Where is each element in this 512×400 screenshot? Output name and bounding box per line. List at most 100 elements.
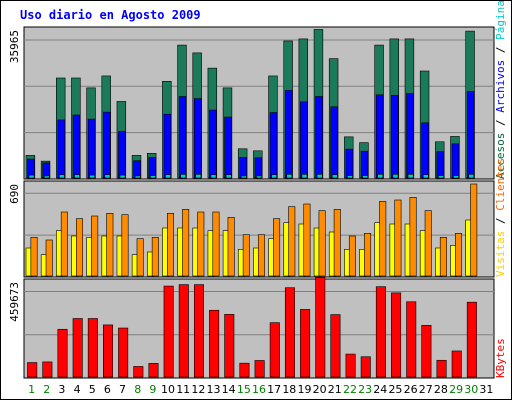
- bar-archivos-day-24: [375, 94, 384, 179]
- bar-páginas-day-4: [74, 174, 80, 179]
- bar-clientes-day-24: [379, 201, 387, 277]
- bar-páginas-day-1: [28, 174, 35, 179]
- bar-páginas-day-16: [256, 175, 262, 179]
- bar-páginas-day-12: [195, 173, 202, 179]
- bar-kbytes-day-3: [57, 328, 68, 378]
- bar-archivos-day-18: [284, 90, 293, 179]
- bar-clientes-day-28: [439, 237, 447, 277]
- bar-páginas-day-8: [134, 175, 141, 179]
- bar-kbytes-day-2: [42, 361, 53, 378]
- bar-clientes-day-19: [303, 203, 311, 277]
- bar-clientes-day-14: [227, 217, 235, 277]
- legend-item: Páginas: [494, 0, 507, 40]
- bar-archivos-day-14: [224, 116, 232, 179]
- bar-archivos-day-9: [148, 157, 157, 179]
- day-label: 22: [343, 383, 357, 396]
- bar-archivos-day-13: [209, 109, 217, 179]
- bar-páginas-day-24: [377, 173, 384, 179]
- bar-clientes-day-16: [257, 234, 265, 277]
- legend-separator: /: [494, 40, 507, 60]
- bar-kbytes-day-25: [391, 292, 402, 378]
- bar-kbytes-day-30: [466, 301, 477, 378]
- bar-archivos-day-27: [421, 122, 429, 179]
- bar-páginas-day-19: [301, 173, 308, 179]
- bar-páginas-day-18: [286, 173, 293, 179]
- bar-clientes-day-26: [409, 197, 417, 277]
- bar-archivos-day-7: [118, 131, 126, 179]
- day-label: 31: [479, 383, 493, 396]
- legend-bottom: KBytes: [494, 338, 507, 378]
- panel-top: 35965 Accesos / Archivos / Páginas: [8, 0, 507, 180]
- bar-archivos-day-15: [239, 157, 248, 179]
- day-label: 23: [358, 383, 372, 396]
- bar-kbytes-day-19: [300, 309, 311, 378]
- legend-middle: Visitas / Clientes: [494, 158, 507, 277]
- day-label: 1: [28, 383, 35, 396]
- bar-páginas-day-9: [149, 175, 156, 179]
- day-label: 28: [434, 383, 448, 396]
- bar-páginas-day-20: [316, 173, 323, 179]
- bar-archivos-day-12: [193, 98, 202, 179]
- bar-clientes-day-30: [470, 183, 478, 277]
- day-label: 17: [267, 383, 281, 396]
- bar-páginas-day-27: [422, 174, 429, 179]
- bar-páginas-day-23: [362, 175, 369, 179]
- day-label: 30: [464, 383, 478, 396]
- bar-páginas-day-26: [407, 173, 414, 179]
- bar-archivos-day-29: [451, 143, 460, 179]
- bar-archivos-day-28: [436, 151, 445, 179]
- bar-clientes-day-7: [121, 214, 129, 277]
- day-label: 4: [74, 383, 81, 396]
- day-label: 7: [119, 383, 126, 396]
- bar-clientes-day-9: [151, 237, 159, 277]
- legend-item: Archivos: [494, 60, 507, 113]
- panel-middle: 690 Visitas / Clientes: [8, 158, 507, 278]
- bar-páginas-day-30: [468, 173, 475, 179]
- bar-páginas-day-11: [180, 173, 187, 179]
- bar-clientes-day-3: [60, 211, 68, 277]
- bar-páginas-day-6: [104, 174, 111, 179]
- bar-clientes-day-13: [212, 211, 220, 277]
- bar-kbytes-day-15: [239, 362, 250, 378]
- bar-páginas-day-5: [89, 174, 96, 179]
- panels-layer: 35965 Accesos / Archivos / Páginas 690 Visi…: [8, 0, 507, 396]
- bar-archivos-day-6: [103, 111, 111, 179]
- bar-kbytes-day-4: [72, 318, 83, 378]
- bar-páginas-day-2: [43, 175, 50, 179]
- bar-clientes-day-22: [348, 235, 356, 277]
- bar-kbytes-day-6: [103, 324, 114, 378]
- bar-clientes-day-20: [318, 210, 326, 277]
- day-label: 20: [313, 383, 327, 396]
- bar-kbytes-day-21: [330, 314, 341, 378]
- day-label: 18: [282, 383, 296, 396]
- bar-kbytes-day-28: [436, 359, 447, 378]
- bar-páginas-day-22: [347, 175, 353, 179]
- bar-clientes-day-5: [91, 215, 99, 277]
- y-max-label: 35965: [8, 30, 21, 63]
- bar-archivos-day-23: [360, 150, 369, 179]
- bar-kbytes-day-27: [421, 325, 432, 378]
- bar-clientes-day-1: [30, 237, 38, 277]
- bar-clientes-day-23: [364, 233, 372, 277]
- bar-clientes-day-2: [45, 239, 53, 277]
- bar-páginas-day-14: [225, 174, 232, 179]
- bar-clientes-day-11: [182, 209, 190, 277]
- bar-kbytes-day-5: [87, 318, 98, 378]
- bar-archivos-day-4: [72, 114, 81, 179]
- day-label: 24: [373, 383, 387, 396]
- bar-páginas-day-7: [119, 174, 126, 179]
- day-label: 15: [237, 383, 251, 396]
- bar-páginas-day-13: [210, 174, 217, 179]
- day-label: 12: [191, 383, 205, 396]
- bar-archivos-day-11: [178, 96, 187, 179]
- x-axis-day-labels: 1 2 3 4 5 6 7 8 9 10 11 12 13 14 15 16 17 18 19 20 21 22 23 24 2…: [28, 383, 493, 396]
- panel-bottom: 459673 KBytes: [8, 277, 507, 379]
- bar-kbytes-day-1: [27, 362, 38, 378]
- bar-archivos-day-8: [133, 160, 141, 179]
- bar-clientes-day-25: [394, 199, 402, 277]
- bar-clientes-day-4: [76, 218, 84, 277]
- bar-páginas-day-25: [392, 173, 399, 179]
- bar-archivos-day-20: [315, 96, 323, 179]
- bar-páginas-day-28: [438, 175, 444, 179]
